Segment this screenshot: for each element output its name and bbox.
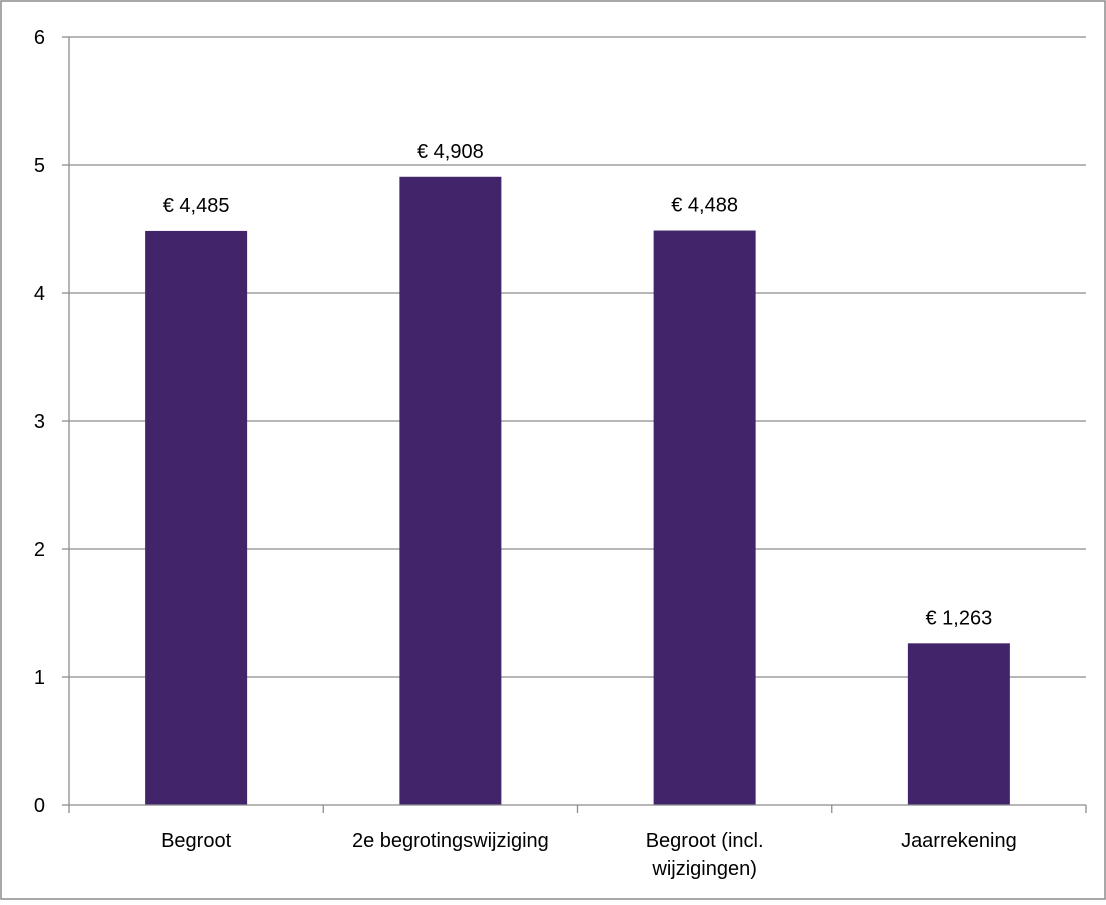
bar bbox=[907, 643, 1010, 805]
y-tick-label: 0 bbox=[34, 795, 45, 817]
y-tick-label: 5 bbox=[34, 155, 45, 177]
bar bbox=[653, 230, 756, 805]
x-tick-label-line: Begroot (incl. bbox=[646, 830, 764, 852]
x-tick-label: Jaarrekening bbox=[901, 830, 1017, 852]
bar bbox=[399, 176, 502, 805]
axes bbox=[62, 36, 1087, 813]
x-tick-label: 2e begrotingswijziging bbox=[352, 830, 549, 852]
y-tick-label: 4 bbox=[34, 283, 45, 305]
y-tick-label: 6 bbox=[34, 27, 45, 49]
y-tick-label: 2 bbox=[34, 539, 45, 561]
y-tick-label: 3 bbox=[34, 411, 45, 433]
bar bbox=[145, 230, 248, 806]
x-tick-label-line: 2e begrotingswijziging bbox=[352, 830, 549, 852]
data-label: € 1,263 bbox=[926, 607, 993, 629]
y-tick-label: 1 bbox=[34, 667, 45, 689]
data-label: € 4,908 bbox=[417, 141, 484, 163]
x-tick-label: Begroot bbox=[161, 830, 231, 852]
bars bbox=[145, 176, 1010, 806]
x-tick-label-line: wijzigingen) bbox=[651, 858, 757, 880]
labels: 0 1 2 3 4 5 6 € 4,485 Begroot € 4,908 2e begroting… bbox=[34, 27, 1017, 880]
data-label: € 4,485 bbox=[163, 195, 230, 217]
x-tick-label-line: Jaarrekening bbox=[901, 830, 1017, 852]
data-label: € 4,488 bbox=[671, 195, 738, 217]
x-tick-label-line: Begroot bbox=[161, 830, 231, 852]
x-tick-label: Begroot (incl. wijzigingen) bbox=[646, 830, 764, 880]
